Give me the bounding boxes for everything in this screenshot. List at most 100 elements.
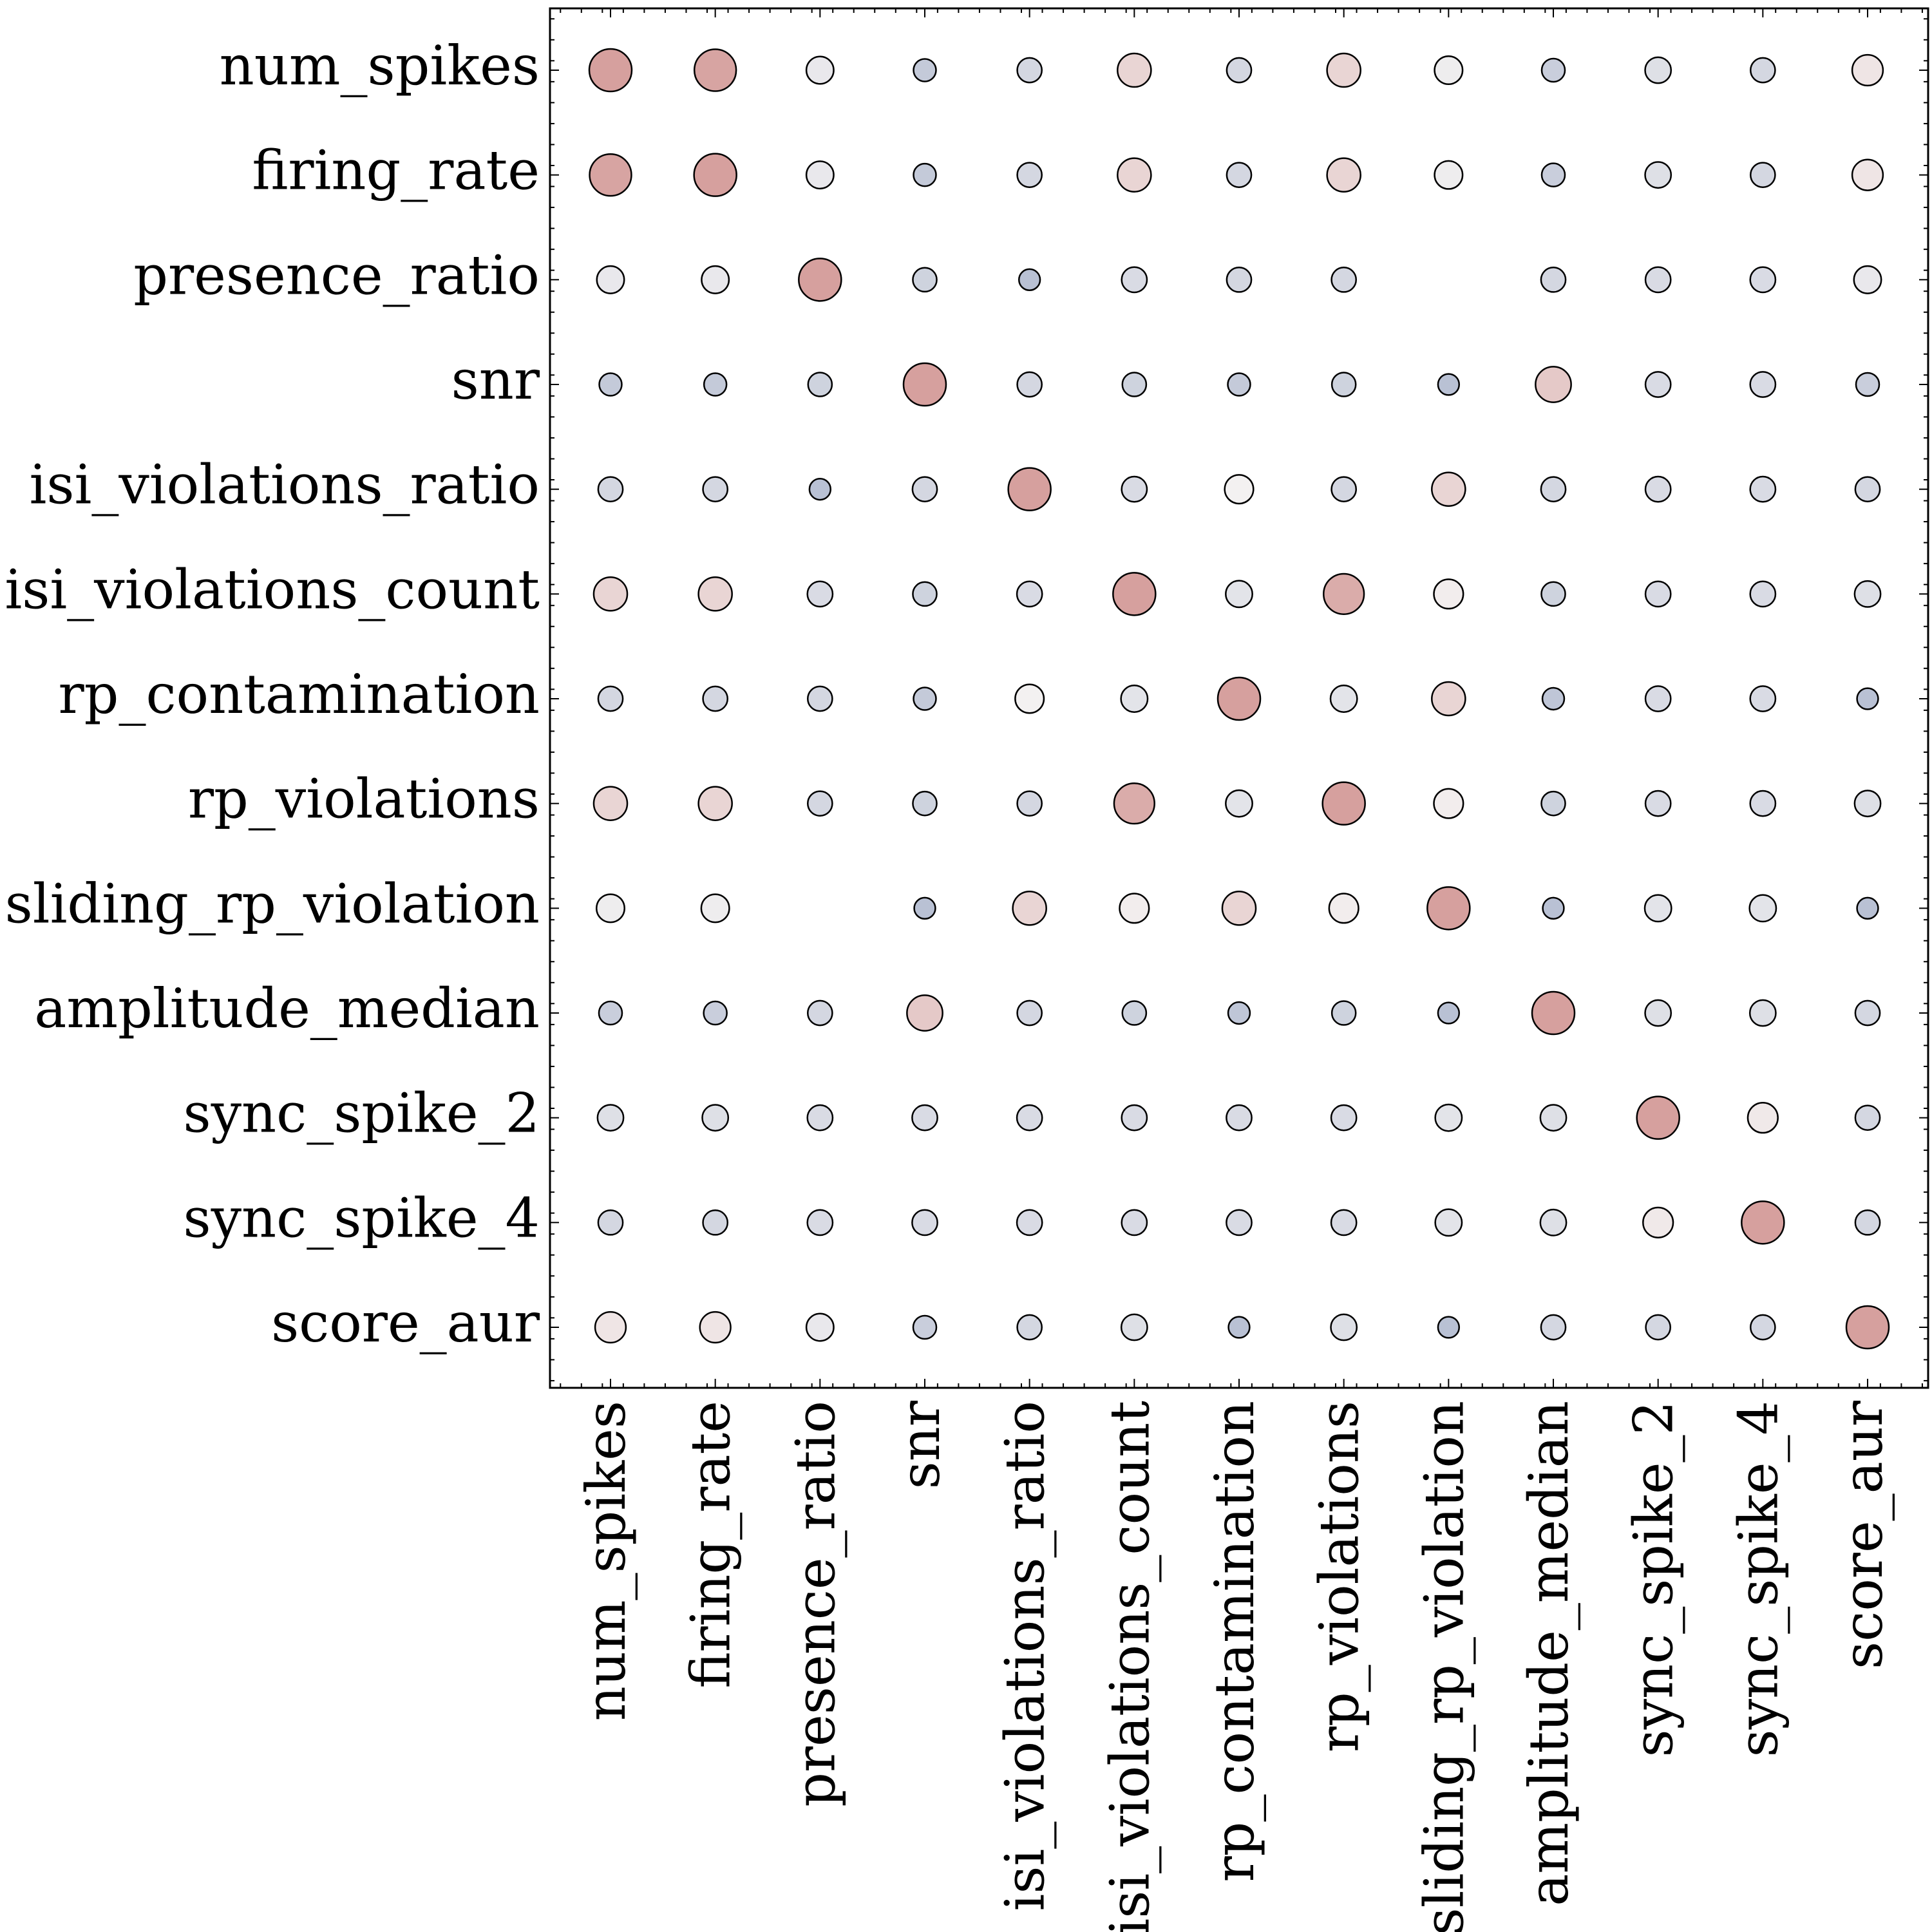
bubble bbox=[806, 1104, 834, 1132]
bubble bbox=[702, 685, 729, 712]
bubble bbox=[913, 162, 937, 187]
bubble bbox=[1217, 676, 1262, 721]
bubble bbox=[1121, 266, 1148, 294]
bubble bbox=[912, 1314, 938, 1340]
bubble bbox=[1749, 685, 1777, 712]
bubble bbox=[597, 1209, 624, 1236]
bubble bbox=[1329, 685, 1358, 713]
bubble bbox=[1749, 57, 1776, 84]
bubble bbox=[1426, 886, 1471, 931]
bubble bbox=[597, 476, 624, 503]
y-tick-label: isi_violations_count bbox=[5, 558, 540, 621]
bubble bbox=[806, 685, 833, 712]
bubble bbox=[1121, 1104, 1148, 1132]
bubble bbox=[1540, 790, 1566, 817]
x-tick-label: firing_rate bbox=[679, 1401, 743, 1689]
bubble bbox=[911, 1209, 938, 1236]
bubble bbox=[1749, 371, 1777, 398]
bubble bbox=[806, 580, 834, 608]
y-tick-label: amplitude_median bbox=[34, 977, 540, 1040]
bubble bbox=[1644, 790, 1672, 817]
x-tick-label: sliding_rp_violation bbox=[1412, 1401, 1475, 1932]
bubble bbox=[1330, 1313, 1358, 1341]
bubble bbox=[1016, 580, 1043, 608]
bubble bbox=[1227, 1001, 1251, 1025]
x-tick-label: sync_spike_2 bbox=[1622, 1401, 1685, 1757]
bubble bbox=[703, 1000, 728, 1026]
y-tick-label: score_aur bbox=[271, 1291, 540, 1354]
bubble bbox=[592, 576, 629, 612]
bubble bbox=[912, 790, 938, 817]
y-tick-label: isi_violations_ratio bbox=[29, 453, 540, 516]
bubble bbox=[1121, 372, 1148, 397]
bubble bbox=[1540, 57, 1566, 83]
bubble bbox=[703, 372, 728, 397]
bubble bbox=[808, 478, 831, 501]
bubble bbox=[1741, 1200, 1785, 1245]
bubble bbox=[1636, 1095, 1680, 1140]
bubble bbox=[1016, 162, 1043, 189]
bubble bbox=[1018, 268, 1041, 291]
bubble bbox=[1323, 573, 1365, 615]
bubble bbox=[1016, 1104, 1043, 1132]
bubble bbox=[1121, 475, 1148, 503]
bubble bbox=[1856, 896, 1879, 920]
x-tick-label: presence_ratio bbox=[784, 1401, 847, 1807]
bubble bbox=[693, 153, 737, 197]
bubble bbox=[1119, 893, 1150, 924]
bubble bbox=[1330, 1209, 1358, 1236]
bubble bbox=[1226, 57, 1253, 84]
y-tick-label: sliding_rp_violation bbox=[5, 872, 540, 935]
bubble bbox=[1851, 158, 1884, 191]
bubble bbox=[699, 1311, 732, 1344]
bubble bbox=[1434, 160, 1464, 190]
bubble bbox=[798, 258, 842, 302]
bubble bbox=[1540, 162, 1566, 187]
bubble bbox=[1853, 580, 1882, 608]
bubble bbox=[913, 896, 936, 920]
bubble bbox=[1749, 266, 1777, 294]
bubble bbox=[1014, 683, 1045, 714]
bubble bbox=[1016, 57, 1043, 84]
bubble bbox=[1433, 578, 1464, 610]
bubble bbox=[1854, 999, 1881, 1027]
y-tick-label: rp_violations bbox=[188, 768, 540, 831]
y-tick-label: num_spikes bbox=[220, 34, 540, 97]
bubble bbox=[902, 362, 947, 407]
bubble bbox=[912, 581, 938, 607]
bubble bbox=[1331, 266, 1358, 293]
bubble bbox=[805, 55, 835, 85]
bubble bbox=[1227, 372, 1251, 397]
bubble bbox=[1226, 1104, 1253, 1132]
bubble bbox=[1112, 572, 1157, 616]
x-tick-label: isi_violations_count bbox=[1098, 1401, 1161, 1932]
bubble bbox=[1749, 475, 1777, 503]
bubble bbox=[1221, 891, 1257, 926]
bubble bbox=[913, 58, 937, 82]
bubble bbox=[1539, 1104, 1567, 1132]
bubble bbox=[1431, 681, 1466, 717]
bubble bbox=[1540, 1314, 1567, 1341]
bubble bbox=[1644, 475, 1672, 503]
x-tick-label: num_spikes bbox=[574, 1401, 638, 1721]
bubble bbox=[1749, 580, 1777, 608]
bubble bbox=[1225, 789, 1253, 818]
bubble bbox=[702, 1209, 729, 1236]
bubble bbox=[1113, 782, 1155, 825]
y-tick-label: rp_contamination bbox=[59, 663, 540, 726]
bubble bbox=[1644, 56, 1672, 84]
x-tick-label: amplitude_median bbox=[1517, 1401, 1580, 1906]
bubble bbox=[1845, 1305, 1890, 1350]
bubble bbox=[805, 1312, 835, 1342]
bubble bbox=[1437, 1001, 1460, 1025]
bubble bbox=[598, 372, 623, 397]
bubble bbox=[906, 994, 943, 1032]
bubble bbox=[595, 893, 626, 923]
bubble bbox=[1331, 476, 1358, 503]
bubble bbox=[1748, 894, 1777, 923]
x-tick-label: snr bbox=[889, 1400, 952, 1489]
bubble bbox=[1016, 1209, 1043, 1236]
y-tick-label: sync_spike_4 bbox=[183, 1186, 540, 1249]
bubble bbox=[806, 1209, 834, 1236]
